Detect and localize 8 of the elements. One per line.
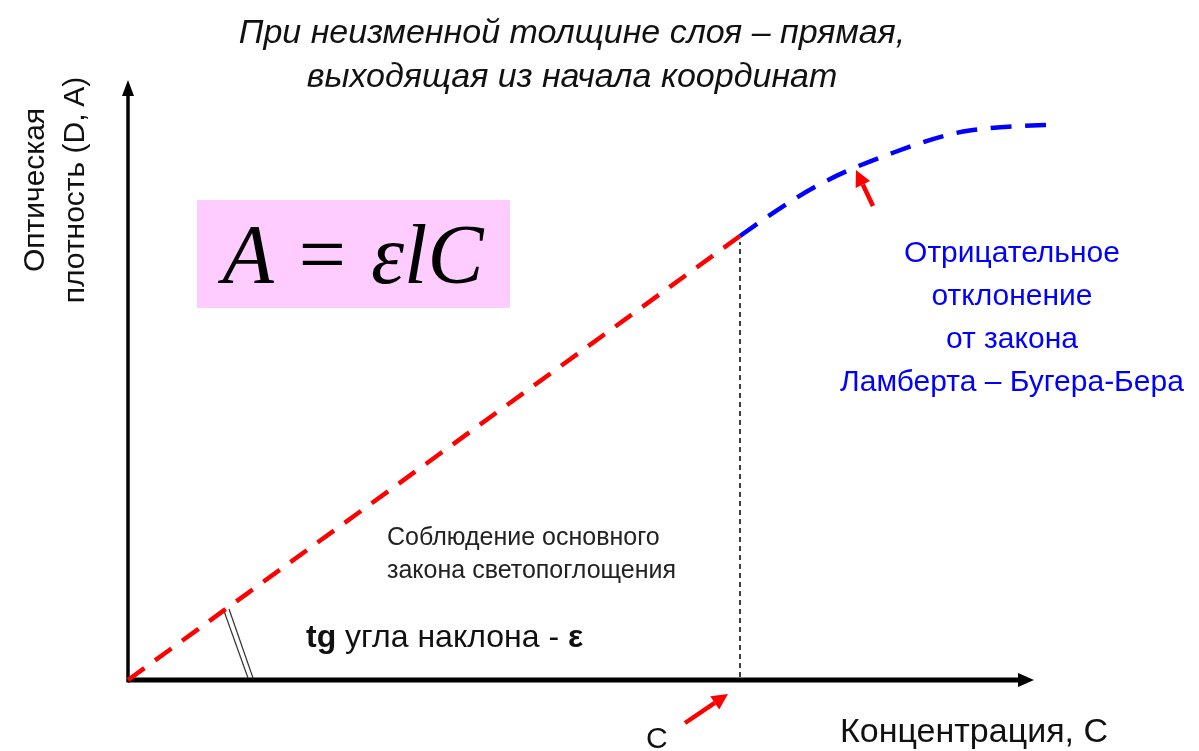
y-axis-title: Оптическая плотность (D, A) [17,76,90,304]
annotation: Соблюдение основного закона светопоглощения [387,522,677,583]
text: C [646,721,668,751]
chart-title: При неизменной толщине слоя – прямая, выходящая из начала координат [238,12,906,94]
annotation: Отрицательное отклонение от закона Ламберта – Бугера-Бера [840,235,1185,397]
annotation: A = εlC [217,208,485,301]
annotation: tg угла наклона - ε [306,618,584,654]
x-axis-title: Концентрация, С [840,711,1108,749]
